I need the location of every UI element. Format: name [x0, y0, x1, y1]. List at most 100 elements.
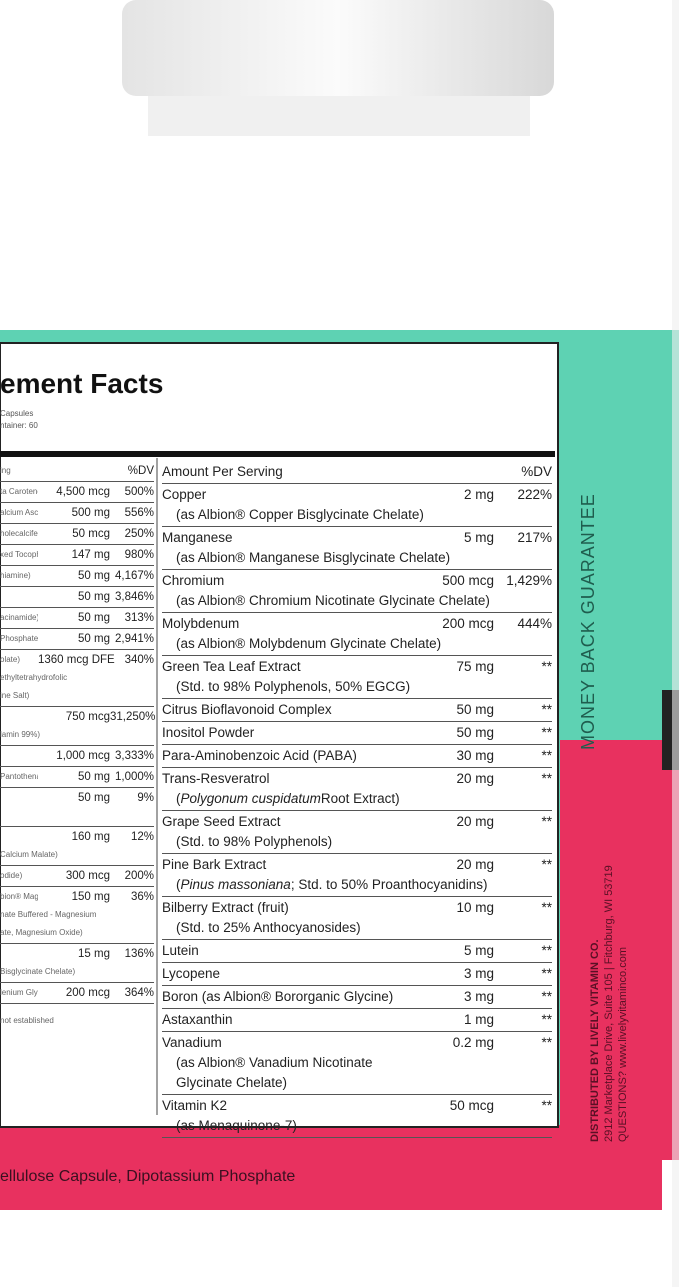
nutrient-row: 160 mg 12% Calcium Malate) — [0, 827, 154, 866]
amount: 75 mg — [456, 659, 494, 674]
row-line: 1,000 mcg 3,333% — [0, 747, 154, 765]
detail-text: (as Albion® Copper Bisglycinate Chelate) — [176, 507, 424, 522]
nutrient-row: hiamine) 50 mg 4,167% — [0, 566, 154, 587]
amount: 50 mg — [78, 591, 110, 603]
daily-value: ** — [541, 989, 552, 1004]
nutrient-name — [0, 708, 38, 726]
row-line: Grape Seed Extract 20 mg ** — [162, 812, 552, 832]
daily-value: ** — [541, 725, 552, 740]
ingredient-row: Green Tea Leaf Extract 75 mg ** (Std. to 98… — [162, 656, 552, 699]
daily-value: ** — [541, 659, 552, 674]
label-bottom — [0, 1125, 662, 1210]
ingredient-detail: (as Albion® Chromium Nicotinate Glycinat… — [162, 591, 552, 611]
ingredient-row: Bilberry Extract (fruit) 10 mg ** (Std. to … — [162, 897, 552, 940]
daily-value: 4,167% — [114, 570, 154, 582]
row-line: Lutein 5 mg ** — [162, 941, 552, 961]
amount: 15 mg — [78, 948, 110, 960]
nutrient-name — [0, 945, 38, 963]
distributor-contact: QUESTIONS? www.livelyvitaminco.com — [617, 947, 629, 1142]
amount: 50 mg — [78, 612, 110, 624]
detail-text: (as Albion® Chromium Nicotinate Glycinat… — [176, 593, 490, 608]
daily-value: 364% — [124, 987, 154, 999]
ingredient-detail: (Polygonum cuspidatum Root Extract) — [162, 789, 552, 809]
amount: 30 mg — [456, 748, 494, 763]
row-line: Manganese 5 mg 217% — [162, 528, 552, 548]
daily-value: 136% — [124, 948, 154, 960]
amount: 750 mcg — [65, 711, 110, 723]
row-line: 160 mg 12% — [0, 828, 154, 846]
right-column: Amount Per Serving %DV Copper 2 mg 222% (as A… — [162, 461, 552, 1138]
amount: 3 mg — [463, 989, 494, 1004]
daily-value: ** — [541, 1012, 552, 1027]
ingredient-detail: (Std. to 25% Anthocyanosides) — [162, 918, 552, 938]
ingredient-name: Copper — [162, 487, 207, 502]
daily-value: 200% — [124, 870, 154, 882]
detail-text: ( — [176, 791, 181, 806]
daily-value: 980% — [124, 549, 154, 561]
nutrient-row: xed Tocopherols) 147 mg 980% — [0, 545, 154, 566]
daily-value: ** — [541, 1035, 552, 1050]
ingredient-name: Grape Seed Extract — [162, 814, 281, 829]
ingredient-row: Inositol Powder 50 mg ** — [162, 722, 552, 745]
row-line: xed Tocopherols) 147 mg 980% — [0, 546, 154, 564]
row-line: Citrus Bioflavonoid Complex 50 mg ** — [162, 700, 552, 720]
amount: 5 mg — [463, 943, 494, 958]
nutrient-name — [0, 588, 38, 606]
nutrient-name: lenium Glycinate) — [0, 988, 38, 997]
nutrient-name: hiamine) — [0, 571, 31, 580]
row-line: Bilberry Extract (fruit) 10 mg ** — [162, 898, 552, 918]
amount: 500 mcg — [442, 573, 494, 588]
ingredient-row: Molybdenum 200 mcg 444% (as Albion® Molybde… — [162, 613, 552, 656]
detail-text: (Std. to 98% Polyphenols, 50% EGCG) — [176, 679, 411, 694]
amount: 20 mg — [456, 857, 494, 872]
daily-value: ** — [541, 966, 552, 981]
ingredient-name: Trans-Resveratrol — [162, 771, 270, 786]
ingredient-detail: (Pinus massoniana; Std. to 50% Proanthoc… — [162, 875, 552, 895]
daily-value: 31,250% — [110, 711, 156, 723]
servings-per-container: ntainer: 60 — [0, 421, 38, 430]
daily-value: 340% — [124, 654, 154, 666]
row-line: Vanadium 0.2 mg ** — [162, 1033, 552, 1053]
row-line: ethyltetrahydrofolic — [0, 669, 154, 687]
row-line: lenium Glycinate) 200 mcg 364% — [0, 984, 154, 1002]
ingredient-row: Para-Aminobenzoic Acid (PABA) 30 mg ** — [162, 745, 552, 768]
ingredient-detail: (as Albion® Vanadium Nicotinate — [162, 1053, 552, 1073]
daily-value: 1,000% — [114, 771, 154, 783]
ingredient-detail: (as Albion® Copper Bisglycinate Chelate) — [162, 505, 552, 525]
detail-text: Pinus massoniana — [180, 877, 291, 892]
detail-text: ; Std. to 50% Proanthocyanidins) — [290, 877, 488, 892]
thick-rule — [0, 451, 555, 457]
nutrient-name: Calcium Malate) — [0, 850, 58, 859]
amount: 50 mg — [78, 792, 110, 804]
row-line: 750 mcg 31,250% — [0, 708, 156, 726]
ingredient-name: Bilberry Extract (fruit) — [162, 900, 289, 915]
ingredient-name: Pine Bark Extract — [162, 857, 267, 872]
row-line: Pine Bark Extract 20 mg ** — [162, 855, 552, 875]
nutrient-name: ate, Magnesium Oxide) — [0, 928, 83, 937]
nutrient-name — [0, 789, 38, 807]
ingredient-name: Astaxanthin — [162, 1012, 233, 1027]
row-line: Inositol Powder 50 mg ** — [162, 723, 552, 743]
amount: 50 mg — [78, 633, 110, 645]
nutrient-row: 1,000 mcg 3,333% — [0, 746, 154, 767]
distributor-address: 2912 Marketplace Drive, Suite 105 | Fitc… — [603, 865, 615, 1142]
row-line: Para-Aminobenzoic Acid (PABA) 30 mg ** — [162, 746, 552, 766]
ingredient-name: Boron (as Albion® Bororganic Glycine) — [162, 989, 394, 1004]
guarantee: MONEY BACK GUARANTEE — [578, 493, 598, 750]
nutrient-name — [0, 747, 38, 765]
nutrient-row: 50 mg 9% — [0, 788, 154, 827]
ingredient-row: Lutein 5 mg ** — [162, 940, 552, 963]
row-line: hiamine) 50 mg 4,167% — [0, 567, 154, 585]
row-line: bion® Magnesium 150 mg 36% — [0, 888, 154, 906]
nutrient-row: holecalciferol) 50 mcg 250% — [0, 524, 154, 545]
nutrient-row: acinamide) 50 mg 313% — [0, 608, 154, 629]
ingredient-name: Lutein — [162, 943, 199, 958]
neck — [148, 96, 530, 136]
facts-panel — [0, 342, 559, 1128]
header-dv: %DV — [127, 465, 154, 477]
amount: 2 mg — [463, 487, 494, 502]
detail-text: (Std. to 25% Anthocyanosides) — [176, 920, 361, 935]
ingredient-row: Manganese 5 mg 217% (as Albion® Manganese B… — [162, 527, 552, 570]
ingredient-name: Chromium — [162, 573, 225, 588]
